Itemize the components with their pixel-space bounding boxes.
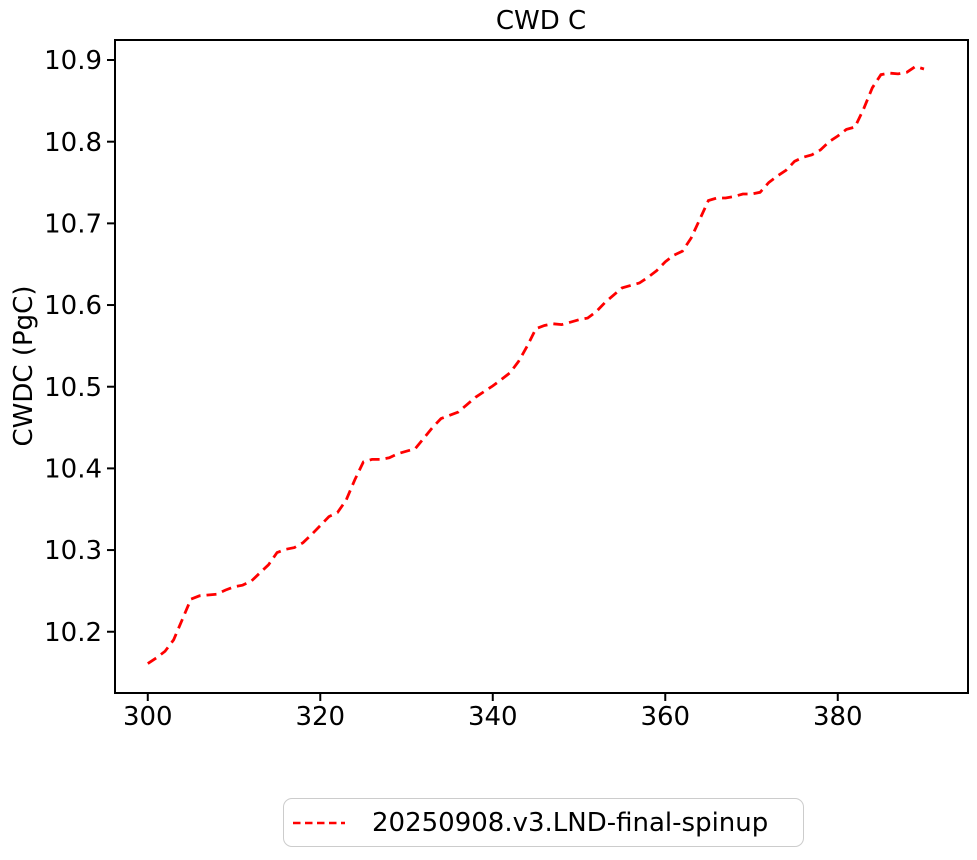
y-axis-label: CWDC (PgC) [9,286,39,447]
x-tick-label: 340 [468,702,518,732]
y-tick-label: 10.5 [44,373,102,403]
y-tick-label: 10.8 [44,128,102,158]
legend: 20250908.v3.LND-final-spinup [283,798,804,847]
plot-border [114,39,969,694]
y-tick-label: 10.9 [44,46,102,76]
y-tick-label: 10.6 [44,291,102,321]
y-tick-label: 10.3 [44,536,102,566]
y-tick-label: 10.4 [44,454,102,484]
x-tick-label: 380 [813,702,863,732]
plot-area: 300 320 340 360 380 10.2 10.3 10.4 10.5 10.6 10.7 1… [44,39,969,732]
y-tick-label: 10.2 [44,618,102,648]
legend-label: 20250908.v3.LND-final-spinup [372,807,769,838]
data-series-line [147,64,925,665]
chart-title: CWD C [496,6,586,36]
x-tick-label: 300 [123,702,173,732]
legend-line-sample [293,821,345,824]
y-tick-label: 10.7 [44,209,102,239]
x-tick-label: 360 [640,702,690,732]
x-tick-label: 320 [295,702,345,732]
